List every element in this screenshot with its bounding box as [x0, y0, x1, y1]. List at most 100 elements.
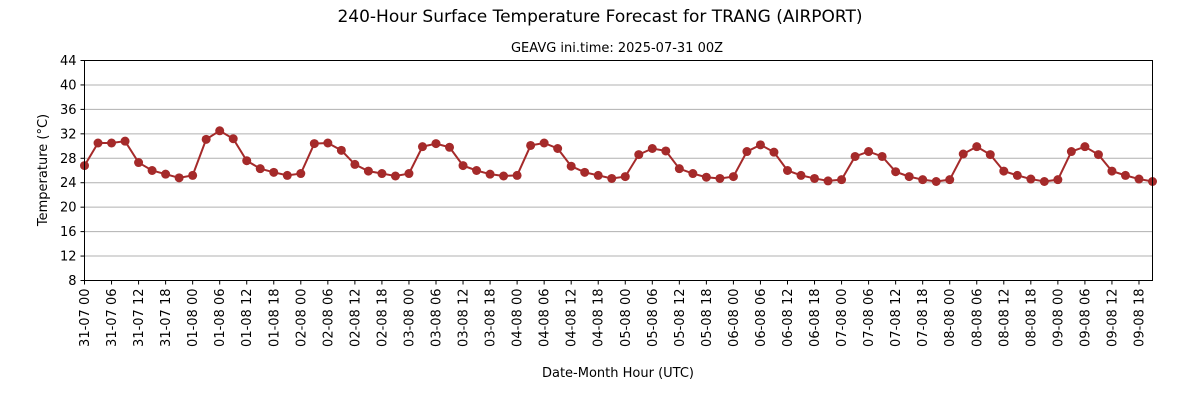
data-point	[769, 147, 779, 157]
data-point	[363, 166, 373, 176]
y-tick-label: 8	[68, 274, 76, 289]
x-tick-label: 09-08 06	[1078, 289, 1093, 347]
x-tick-label: 08-08 12	[997, 289, 1012, 347]
x-tick-label: 06-08 12	[781, 289, 796, 347]
chart-subtitle: GEAVG ini.time: 2025-07-31 00Z	[511, 41, 723, 56]
data-point	[458, 161, 468, 171]
data-point	[985, 150, 995, 160]
data-point	[891, 167, 901, 177]
data-point	[296, 169, 306, 179]
data-point	[904, 172, 914, 182]
data-point	[445, 142, 455, 152]
data-point	[417, 142, 427, 152]
x-tick-label: 31-07 12	[132, 289, 147, 347]
data-point	[1026, 174, 1036, 184]
data-point	[864, 147, 874, 157]
data-point	[134, 158, 144, 168]
y-tick-label: 12	[60, 250, 77, 265]
data-point	[377, 169, 387, 179]
data-point	[431, 139, 441, 149]
data-point	[1012, 170, 1022, 180]
x-tick-label: 08-08 00	[943, 289, 958, 347]
x-tick-label: 08-08 18	[1024, 289, 1039, 347]
y-axis-label: Temperature (°C)	[36, 114, 51, 227]
y-tick-label: 36	[60, 103, 77, 118]
x-tick-label: 03-08 18	[484, 289, 499, 347]
data-point	[147, 166, 157, 175]
x-tick-label: 09-08 12	[1105, 289, 1120, 347]
y-tick-label: 28	[60, 152, 77, 167]
data-point	[553, 144, 563, 153]
y-tick-label: 40	[60, 78, 77, 93]
y-tick-label: 32	[60, 127, 77, 142]
data-point	[958, 149, 968, 159]
data-point	[512, 170, 522, 180]
data-point	[282, 170, 292, 180]
x-tick-label: 06-08 00	[727, 289, 742, 347]
data-point	[404, 169, 414, 179]
data-point	[1039, 177, 1049, 186]
x-tick-label: 04-08 00	[511, 289, 526, 347]
x-tick-label: 09-08 00	[1051, 289, 1066, 347]
data-point	[161, 169, 171, 179]
data-point	[837, 175, 847, 185]
data-point	[1080, 142, 1090, 152]
data-point	[782, 166, 792, 175]
grid-lines	[84, 60, 1153, 281]
x-tick-label: 01-08 12	[240, 289, 255, 347]
data-point	[539, 138, 549, 148]
data-point	[1134, 174, 1144, 184]
x-tick-label: 07-08 12	[889, 289, 904, 347]
data-point	[323, 138, 333, 148]
data-point	[607, 173, 617, 183]
x-tick-label: 04-08 06	[538, 289, 553, 347]
x-tick-label: 04-08 18	[592, 289, 607, 347]
data-point	[188, 170, 198, 180]
y-tick-label: 44	[60, 54, 77, 69]
x-tick-label: 05-08 00	[619, 289, 634, 347]
data-point	[823, 176, 833, 186]
x-tick-label: 05-08 12	[673, 289, 688, 347]
x-tick-label: 01-08 06	[213, 289, 228, 347]
data-point	[120, 136, 130, 146]
data-point	[1066, 147, 1076, 157]
data-point	[201, 134, 211, 144]
data-point	[255, 164, 265, 174]
data-point	[918, 175, 928, 185]
x-tick-label: 07-08 18	[916, 289, 931, 347]
data-point	[269, 167, 279, 177]
data-point	[485, 169, 495, 179]
x-tick-label: 02-08 00	[294, 289, 309, 347]
data-point	[931, 177, 941, 186]
plot-frame	[84, 60, 1153, 281]
data-point	[350, 159, 360, 169]
data-point	[634, 150, 644, 160]
chart-title: 240-Hour Surface Temperature Forecast fo…	[337, 7, 862, 27]
data-point	[93, 138, 103, 148]
x-tick-label: 07-08 00	[835, 289, 850, 347]
x-tick-label: 02-08 12	[348, 289, 363, 347]
x-tick-label: 03-08 06	[429, 289, 444, 347]
data-point	[755, 140, 765, 150]
x-tick-label: 04-08 12	[565, 289, 580, 347]
data-point	[796, 170, 806, 180]
data-point	[1107, 166, 1117, 176]
x-axis: 31-07 00 31-07 06 31-07 12 31-07 18 01-08 00…	[78, 280, 1147, 347]
data-point	[1093, 150, 1103, 160]
x-tick-label: 05-08 18	[700, 289, 715, 347]
x-tick-label: 31-07 00	[78, 289, 93, 347]
x-tick-label: 06-08 06	[754, 289, 769, 347]
data-point	[661, 146, 671, 156]
data-point	[999, 166, 1009, 176]
data-point	[728, 172, 738, 182]
data-point	[390, 171, 400, 181]
x-tick-label: 02-08 18	[375, 289, 390, 347]
data-point	[647, 144, 657, 153]
data-point	[580, 167, 590, 177]
x-tick-label: 07-08 06	[862, 289, 877, 347]
x-tick-label: 01-08 00	[186, 289, 201, 347]
data-point	[107, 138, 117, 148]
data-point	[228, 134, 238, 144]
data-point	[850, 151, 860, 161]
